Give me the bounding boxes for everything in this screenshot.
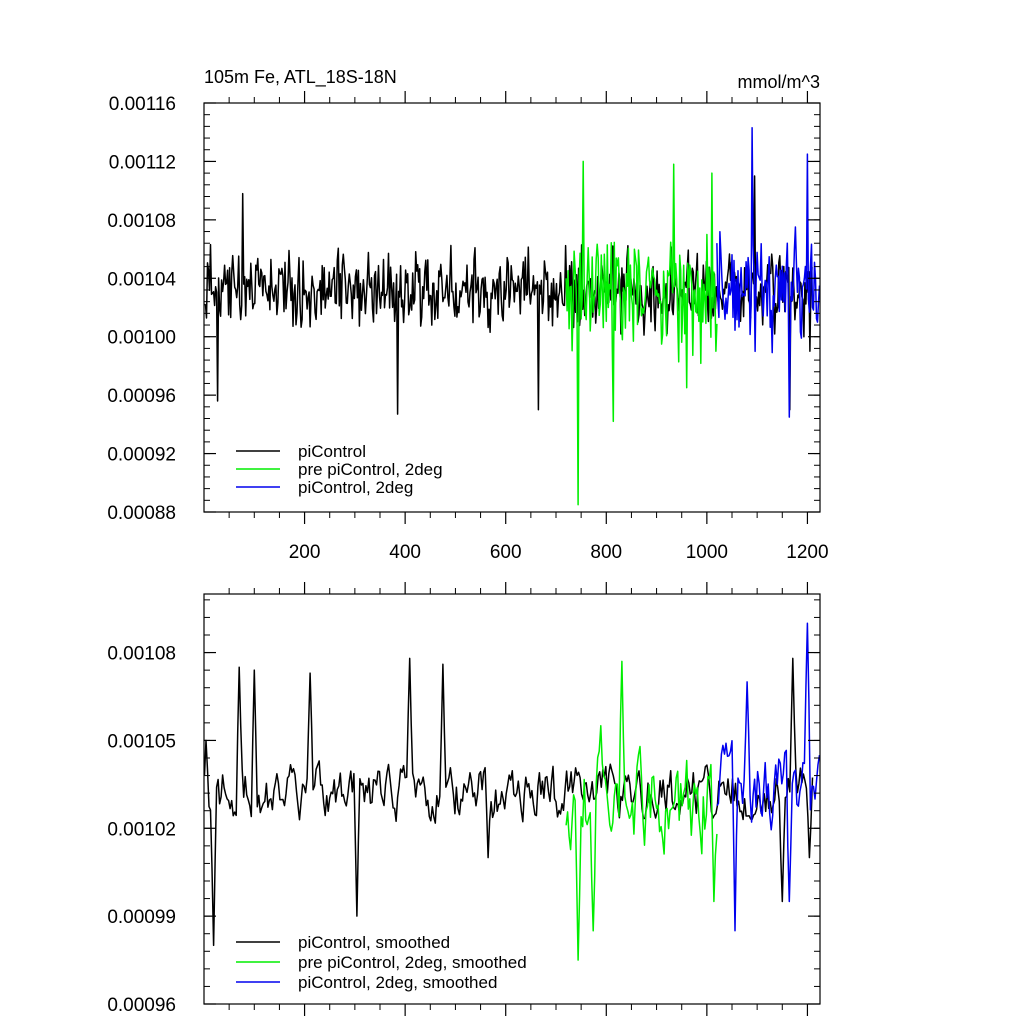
bottom-series-group: [203, 622, 821, 961]
series-line-bottom-0: [203, 657, 814, 947]
top-panel: 105m Fe, ATL_18S-18N mmol/m^3 200 400 600 8…: [107, 67, 828, 563]
y-tick-label: 0.00108: [107, 211, 176, 232]
legend-label: piControl, 2deg, smoothed: [298, 973, 497, 992]
y-tick-label: 0.00099: [107, 907, 176, 928]
series-line-top-2: [716, 127, 821, 418]
plot-frame: [203, 102, 821, 513]
legend-label: pre piControl, 2deg: [298, 460, 443, 479]
bottom-axes: 0.00096 0.00099 0.00102 0.00105 0.00108: [107, 582, 821, 1016]
y-tick-label: 0.00096: [107, 386, 176, 407]
legend-label: pre piControl, 2deg, smoothed: [298, 953, 527, 972]
top-axes: 200 400 600 800 1000 1200 0.00088 0.00092 0.0009…: [107, 91, 829, 563]
y-tick-label: 0.00102: [107, 819, 176, 840]
series-line-bottom-2: [716, 622, 821, 932]
legend-label: piControl, smoothed: [298, 933, 450, 952]
y-tick-label: 0.00105: [107, 731, 176, 752]
series-line-bottom-1: [565, 660, 718, 961]
bottom-panel: 0.00096 0.00099 0.00102 0.00105 0.00108 piCo…: [107, 582, 821, 1016]
plot-frame: [203, 593, 821, 1005]
x-tick-label: 200: [289, 542, 321, 563]
y-tick-label: 0.00108: [107, 644, 176, 665]
series-line-top-1: [565, 160, 718, 506]
x-tick-label: 600: [490, 542, 522, 563]
y-tick-label: 0.00100: [107, 328, 176, 349]
x-tick-label: 1000: [686, 542, 728, 563]
legend-label: piControl: [298, 442, 366, 461]
top-series-group: [204, 127, 821, 506]
y-tick-label: 0.00104: [107, 269, 176, 290]
top-title: 105m Fe, ATL_18S-18N: [204, 67, 397, 88]
y-tick-label: 0.00092: [107, 445, 176, 466]
top-units-label: mmol/m^3: [738, 72, 820, 92]
y-tick-label: 0.00088: [107, 503, 176, 524]
x-tick-label: 400: [389, 542, 421, 563]
y-tick-label: 0.00116: [109, 94, 176, 115]
x-tick-label: 800: [590, 542, 622, 563]
legend-label: piControl, 2deg: [298, 478, 413, 497]
y-tick-label: 0.00096: [107, 995, 176, 1016]
series-line-top-0: [204, 175, 813, 415]
y-tick-label: 0.00112: [109, 152, 176, 173]
x-tick-label: 1200: [786, 542, 828, 563]
